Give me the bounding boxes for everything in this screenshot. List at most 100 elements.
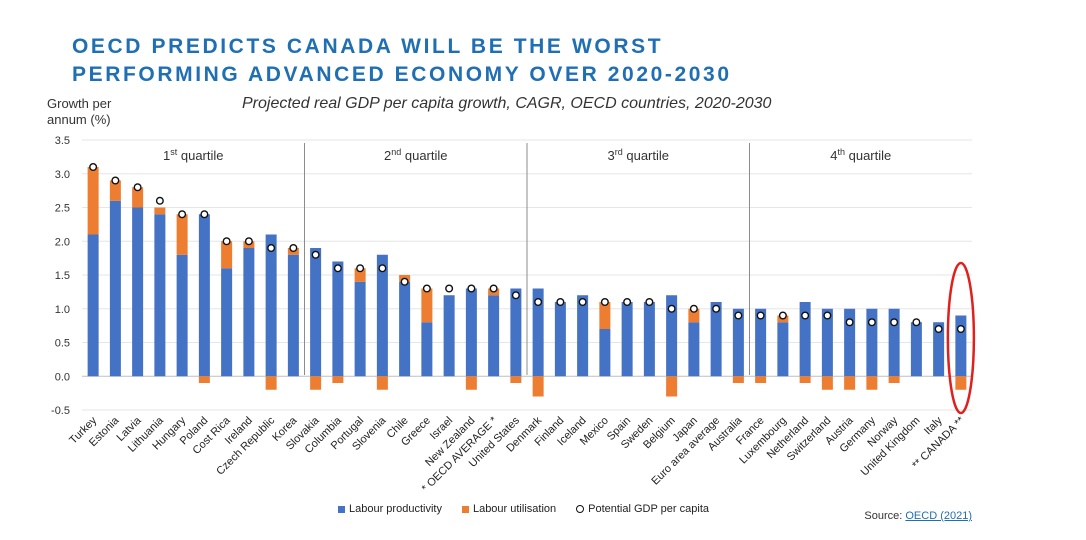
bar-utilisation (354, 268, 366, 282)
bar-productivity (554, 302, 566, 377)
potential-gdp-point (244, 237, 253, 246)
potential-gdp-point (489, 284, 498, 293)
potential-gdp-point (356, 264, 365, 273)
bar-utilisation (799, 376, 811, 383)
potential-gdp-point (956, 325, 965, 334)
bar-productivity (599, 329, 611, 377)
bar-productivity (510, 288, 522, 377)
y-tick-label: 1.5 (55, 270, 70, 282)
bar-utilisation (221, 241, 233, 269)
bar-productivity (221, 268, 233, 377)
potential-gdp-point (511, 291, 520, 300)
bar-utilisation (265, 376, 277, 390)
potential-gdp-point (289, 243, 298, 252)
potential-gdp-point (756, 311, 765, 320)
bar-productivity (688, 322, 700, 377)
potential-gdp-point (311, 250, 320, 259)
bar-productivity (376, 254, 388, 377)
bar-productivity (710, 302, 722, 377)
bar-utilisation (332, 376, 344, 383)
source-link[interactable]: OECD (2021) (905, 510, 972, 522)
bar-productivity (154, 214, 166, 377)
bar-productivity (399, 281, 411, 377)
bar-utilisation (154, 207, 166, 215)
potential-gdp-point (178, 210, 187, 219)
bar-productivity (421, 322, 433, 377)
potential-gdp-point (467, 284, 476, 293)
title-line-1: OECD PREDICTS CANADA WILL BE THE WORST (72, 35, 664, 58)
bar-utilisation (132, 187, 144, 208)
potential-gdp-point (600, 298, 609, 307)
bar-utilisation (688, 308, 700, 323)
potential-gdp-point (778, 311, 787, 320)
bar-productivity (87, 234, 99, 377)
bar-utilisation (510, 376, 522, 383)
potential-gdp-point (222, 237, 231, 246)
bar-productivity (621, 302, 633, 377)
potential-gdp-point (89, 162, 98, 171)
bar-utilisation (532, 376, 544, 397)
bar-productivity (666, 295, 678, 377)
potential-gdp-point (645, 298, 654, 307)
bar-productivity (443, 295, 455, 377)
potential-gdp-point (400, 277, 409, 286)
potential-gdp-point (689, 304, 698, 313)
bar-productivity (354, 281, 366, 377)
bar-productivity (310, 248, 322, 377)
potential-gdp-point (155, 196, 164, 205)
bar-productivity (821, 308, 833, 377)
source-note: Source: OECD (2021) (864, 510, 972, 522)
bar-productivity (777, 322, 789, 377)
potential-gdp-point (867, 318, 876, 327)
y-tick-label: 3.0 (55, 169, 70, 181)
potential-gdp-point (445, 284, 454, 293)
bar-productivity (799, 302, 811, 377)
bar-utilisation (866, 376, 878, 390)
potential-gdp-point (333, 264, 342, 273)
potential-gdp-point (378, 264, 387, 273)
potential-gdp-point (623, 298, 632, 307)
potential-gdp-point (534, 298, 543, 307)
canada-highlight-ellipse (946, 261, 976, 415)
legend-label-utilisation: Labour utilisation (472, 503, 557, 515)
bar-utilisation (198, 376, 210, 383)
potential-gdp-point (912, 318, 921, 327)
bar-utilisation (421, 288, 433, 323)
bar-productivity (888, 308, 900, 377)
bar-utilisation (821, 376, 833, 390)
potential-gdp-point (422, 284, 431, 293)
bar-utilisation (109, 180, 121, 201)
bar-productivity (109, 200, 121, 377)
bar-productivity (243, 248, 255, 377)
bar-productivity (198, 214, 210, 377)
quartile-label: 1st quartile (163, 147, 224, 163)
bar-utilisation (310, 376, 322, 390)
bar-utilisation (599, 302, 611, 329)
quartile-label: 3rd quartile (608, 147, 670, 163)
bar-utilisation (176, 214, 188, 255)
bar-productivity (465, 288, 477, 377)
quartile-label: 4th quartile (830, 147, 891, 163)
chart-legend: Labour productivity Labour utilisation P… (338, 503, 709, 515)
bar-utilisation (87, 167, 99, 235)
bar-productivity (866, 308, 878, 377)
potential-gdp-point (133, 183, 142, 192)
legend-item-potential: Potential GDP per capita (576, 503, 709, 515)
potential-gdp-point (111, 176, 120, 185)
bar-productivity (577, 295, 589, 377)
bar-productivity (287, 254, 299, 377)
y-tick-label: 2.0 (55, 236, 70, 248)
bar-productivity (532, 288, 544, 377)
y-tick-label: 0.0 (55, 371, 70, 383)
y-axis-label: Growth per annum (%) (47, 96, 112, 127)
bar-productivity (732, 308, 744, 377)
page-title: OECD PREDICTS CANADA WILL BE THE WORST P… (72, 33, 732, 89)
bar-productivity (176, 254, 188, 377)
potential-gdp-point (845, 318, 854, 327)
y-tick-label: 2.5 (55, 203, 70, 215)
legend-marker-circle (576, 505, 585, 513)
bar-utilisation (465, 376, 477, 390)
bar-productivity (910, 322, 922, 377)
bar-productivity (488, 295, 500, 377)
bar-productivity (955, 315, 967, 377)
